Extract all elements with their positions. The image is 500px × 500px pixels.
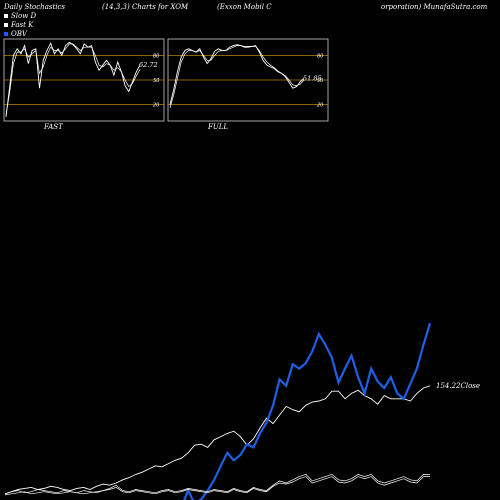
company-name-part1: (Exxon Mobil C [217, 3, 272, 11]
legend-swatch-icon [4, 14, 8, 18]
fast-panel-caption: FAST [44, 123, 63, 131]
legend-label: Slow D [11, 12, 37, 20]
legend-swatch-icon [4, 23, 8, 27]
legend-swatch-icon [4, 32, 8, 36]
series-line-slow-d [5, 43, 141, 115]
legend-slow-d: Slow D [4, 12, 36, 20]
series-line-obv [183, 322, 432, 500]
full-panel-caption: FULL [208, 123, 229, 131]
legend-obv: OBV [4, 30, 27, 38]
series-line-close [4, 385, 431, 495]
last-value-label: 62.72 [139, 61, 158, 69]
last-value-label: 51.85 [303, 74, 322, 82]
series-line-bottom-b [4, 476, 430, 496]
y-tick-label: 80 [317, 53, 323, 59]
close-value-label: 154.22Close [436, 382, 480, 390]
legend-label: OBV [11, 30, 27, 38]
y-tick-label: 20 [317, 103, 323, 109]
legend-fast-k: Fast K [4, 21, 33, 29]
chart-title: Daily Stochastics [4, 3, 66, 11]
chart-params: (14,3,3) Charts for XOM [102, 3, 189, 11]
series-line-fast-k [5, 41, 141, 117]
y-tick-label: 80 [153, 53, 159, 59]
legend-label: Fast K [11, 21, 34, 29]
company-name-part2: orporation) MunafaSutra.com [381, 3, 488, 11]
y-tick-label: 50 [317, 78, 323, 84]
series-line-slow-d [169, 45, 305, 108]
y-tick-label: 50 [153, 78, 159, 84]
y-tick-label: 20 [153, 103, 159, 109]
